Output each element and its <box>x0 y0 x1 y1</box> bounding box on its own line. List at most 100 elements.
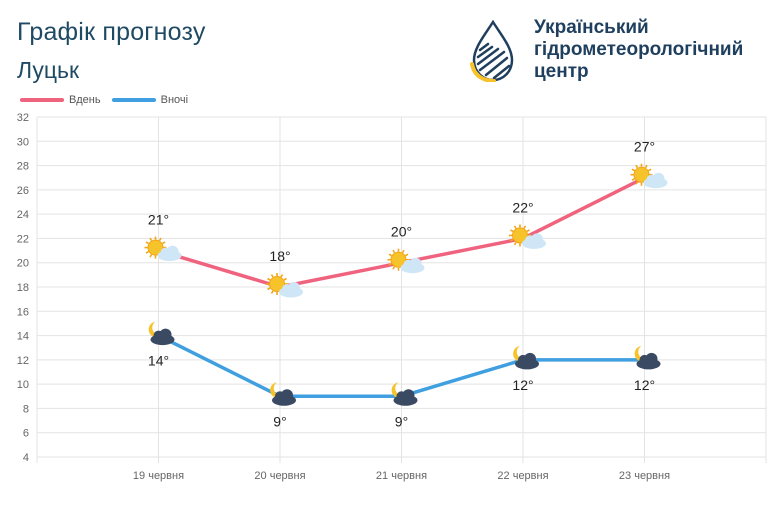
sun-ray <box>270 290 274 294</box>
sun-ray <box>280 274 284 278</box>
x-tick-label: 19 червня <box>133 470 184 482</box>
org-name-line-1: Український <box>534 17 649 38</box>
sun-disc <box>147 239 164 256</box>
drop-logo-icon <box>470 20 514 82</box>
moon-cloud-icon <box>634 345 661 370</box>
icon-layer <box>144 163 668 406</box>
sun-ray <box>149 237 153 242</box>
cloud-puff <box>402 389 415 402</box>
sun-ray <box>388 263 392 266</box>
sun-ray <box>270 274 274 278</box>
cloud-puff <box>281 389 293 402</box>
y-tick-label: 22 <box>17 233 29 245</box>
y-tick-label: 8 <box>23 403 29 415</box>
sun-cloud-icon <box>144 236 182 262</box>
org-name-line-2: гідрометеорологічний <box>534 39 744 60</box>
sun-ray <box>631 168 635 172</box>
data-label-day: 21° <box>148 212 169 228</box>
data-label-day: 27° <box>634 139 655 155</box>
sun-ray <box>510 229 514 233</box>
sun-ray <box>648 168 652 172</box>
sun-disc <box>269 276 285 292</box>
tick-layer: 4 6 8 10 12 14 16 18 20 22 24 26 28 30 32 19 червня 20 ч… <box>17 112 670 482</box>
sun-disc <box>512 227 528 244</box>
chart-legend: Вдень Вночі <box>20 93 196 106</box>
sun-disc <box>390 251 407 268</box>
sun-ray <box>635 164 639 169</box>
moon-cloud-icon <box>148 321 175 346</box>
legend-item-day[interactable]: Вдень <box>20 94 101 106</box>
cloud-puff <box>652 172 665 185</box>
data-label-night: 12° <box>512 377 533 393</box>
cloud-puff <box>645 352 658 365</box>
sun-ray <box>267 287 271 291</box>
sun-ray <box>149 254 153 258</box>
moon-shape <box>148 321 164 338</box>
data-label-night: 12° <box>634 377 655 393</box>
city-name: Луцьк <box>17 57 80 83</box>
sun-cloud-icon <box>266 273 303 298</box>
sun-ray <box>401 249 405 254</box>
moon-shape <box>513 345 528 362</box>
sun-ray <box>644 164 648 169</box>
data-label-day: 22° <box>512 199 533 215</box>
org-name: Український гідрометеорологічний центр <box>534 17 743 83</box>
data-label-day: 20° <box>391 224 412 240</box>
data-label-night: 9° <box>273 413 286 429</box>
y-tick-label: 32 <box>17 112 29 124</box>
moon-cloud-icon <box>270 382 296 406</box>
data-label-day: 18° <box>269 248 290 264</box>
data-label-night: 14° <box>148 353 169 369</box>
moon-shape <box>270 382 285 399</box>
label-layer: 21° 18° 20° 22° 27° 14° 9° 9° 12° 12° <box>148 139 655 430</box>
legend-swatch-night <box>111 98 156 102</box>
y-tick-label: 20 <box>17 258 29 270</box>
cloud-puff <box>409 257 422 270</box>
y-tick-label: 26 <box>17 185 29 197</box>
sun-ray <box>526 229 530 233</box>
moon-cloud-icon <box>391 382 418 406</box>
sun-ray <box>392 249 396 254</box>
sun-ray <box>145 250 149 254</box>
sun-ray <box>267 277 271 281</box>
sun-cloud-icon <box>630 163 668 189</box>
x-tick-label: 23 червня <box>619 470 670 482</box>
y-tick-label: 12 <box>17 355 29 367</box>
x-tick-label: 20 червня <box>254 470 305 482</box>
sun-ray <box>388 253 392 257</box>
moon-shape <box>391 382 407 399</box>
cloud-puff <box>288 282 300 294</box>
sun-ray <box>635 181 639 185</box>
y-tick-label: 16 <box>17 306 29 318</box>
data-label-night: 9° <box>395 413 408 429</box>
x-tick-label: 22 червня <box>497 470 548 482</box>
y-tick-label: 6 <box>23 428 29 440</box>
sun-disc <box>633 166 650 183</box>
moon-shape <box>634 345 650 362</box>
legend-item-night[interactable]: Вночі <box>111 94 189 106</box>
sun-ray <box>162 241 166 245</box>
cloud-puff <box>159 328 172 341</box>
sun-ray <box>145 241 149 245</box>
y-tick-label: 14 <box>17 331 29 343</box>
y-tick-label: 28 <box>17 161 29 173</box>
sun-ray <box>631 178 635 181</box>
y-tick-label: 18 <box>17 282 29 294</box>
cloud-puff <box>531 233 543 246</box>
sun-cloud-icon <box>509 224 546 249</box>
legend-swatch-day <box>20 98 64 102</box>
legend-label-night: Вночі <box>160 94 189 106</box>
y-tick-label: 24 <box>17 209 29 221</box>
cloud-puff <box>166 245 179 258</box>
x-tick-label: 21 червня <box>376 470 427 482</box>
sun-ray <box>158 237 162 242</box>
sun-ray <box>405 253 409 257</box>
legend-label-day: Вдень <box>69 94 101 106</box>
y-tick-label: 10 <box>17 379 29 391</box>
sun-cloud-icon <box>387 248 425 274</box>
sun-ray <box>523 225 527 229</box>
sun-ray <box>283 277 287 281</box>
sun-ray <box>392 266 396 270</box>
sun-ray <box>513 225 517 229</box>
